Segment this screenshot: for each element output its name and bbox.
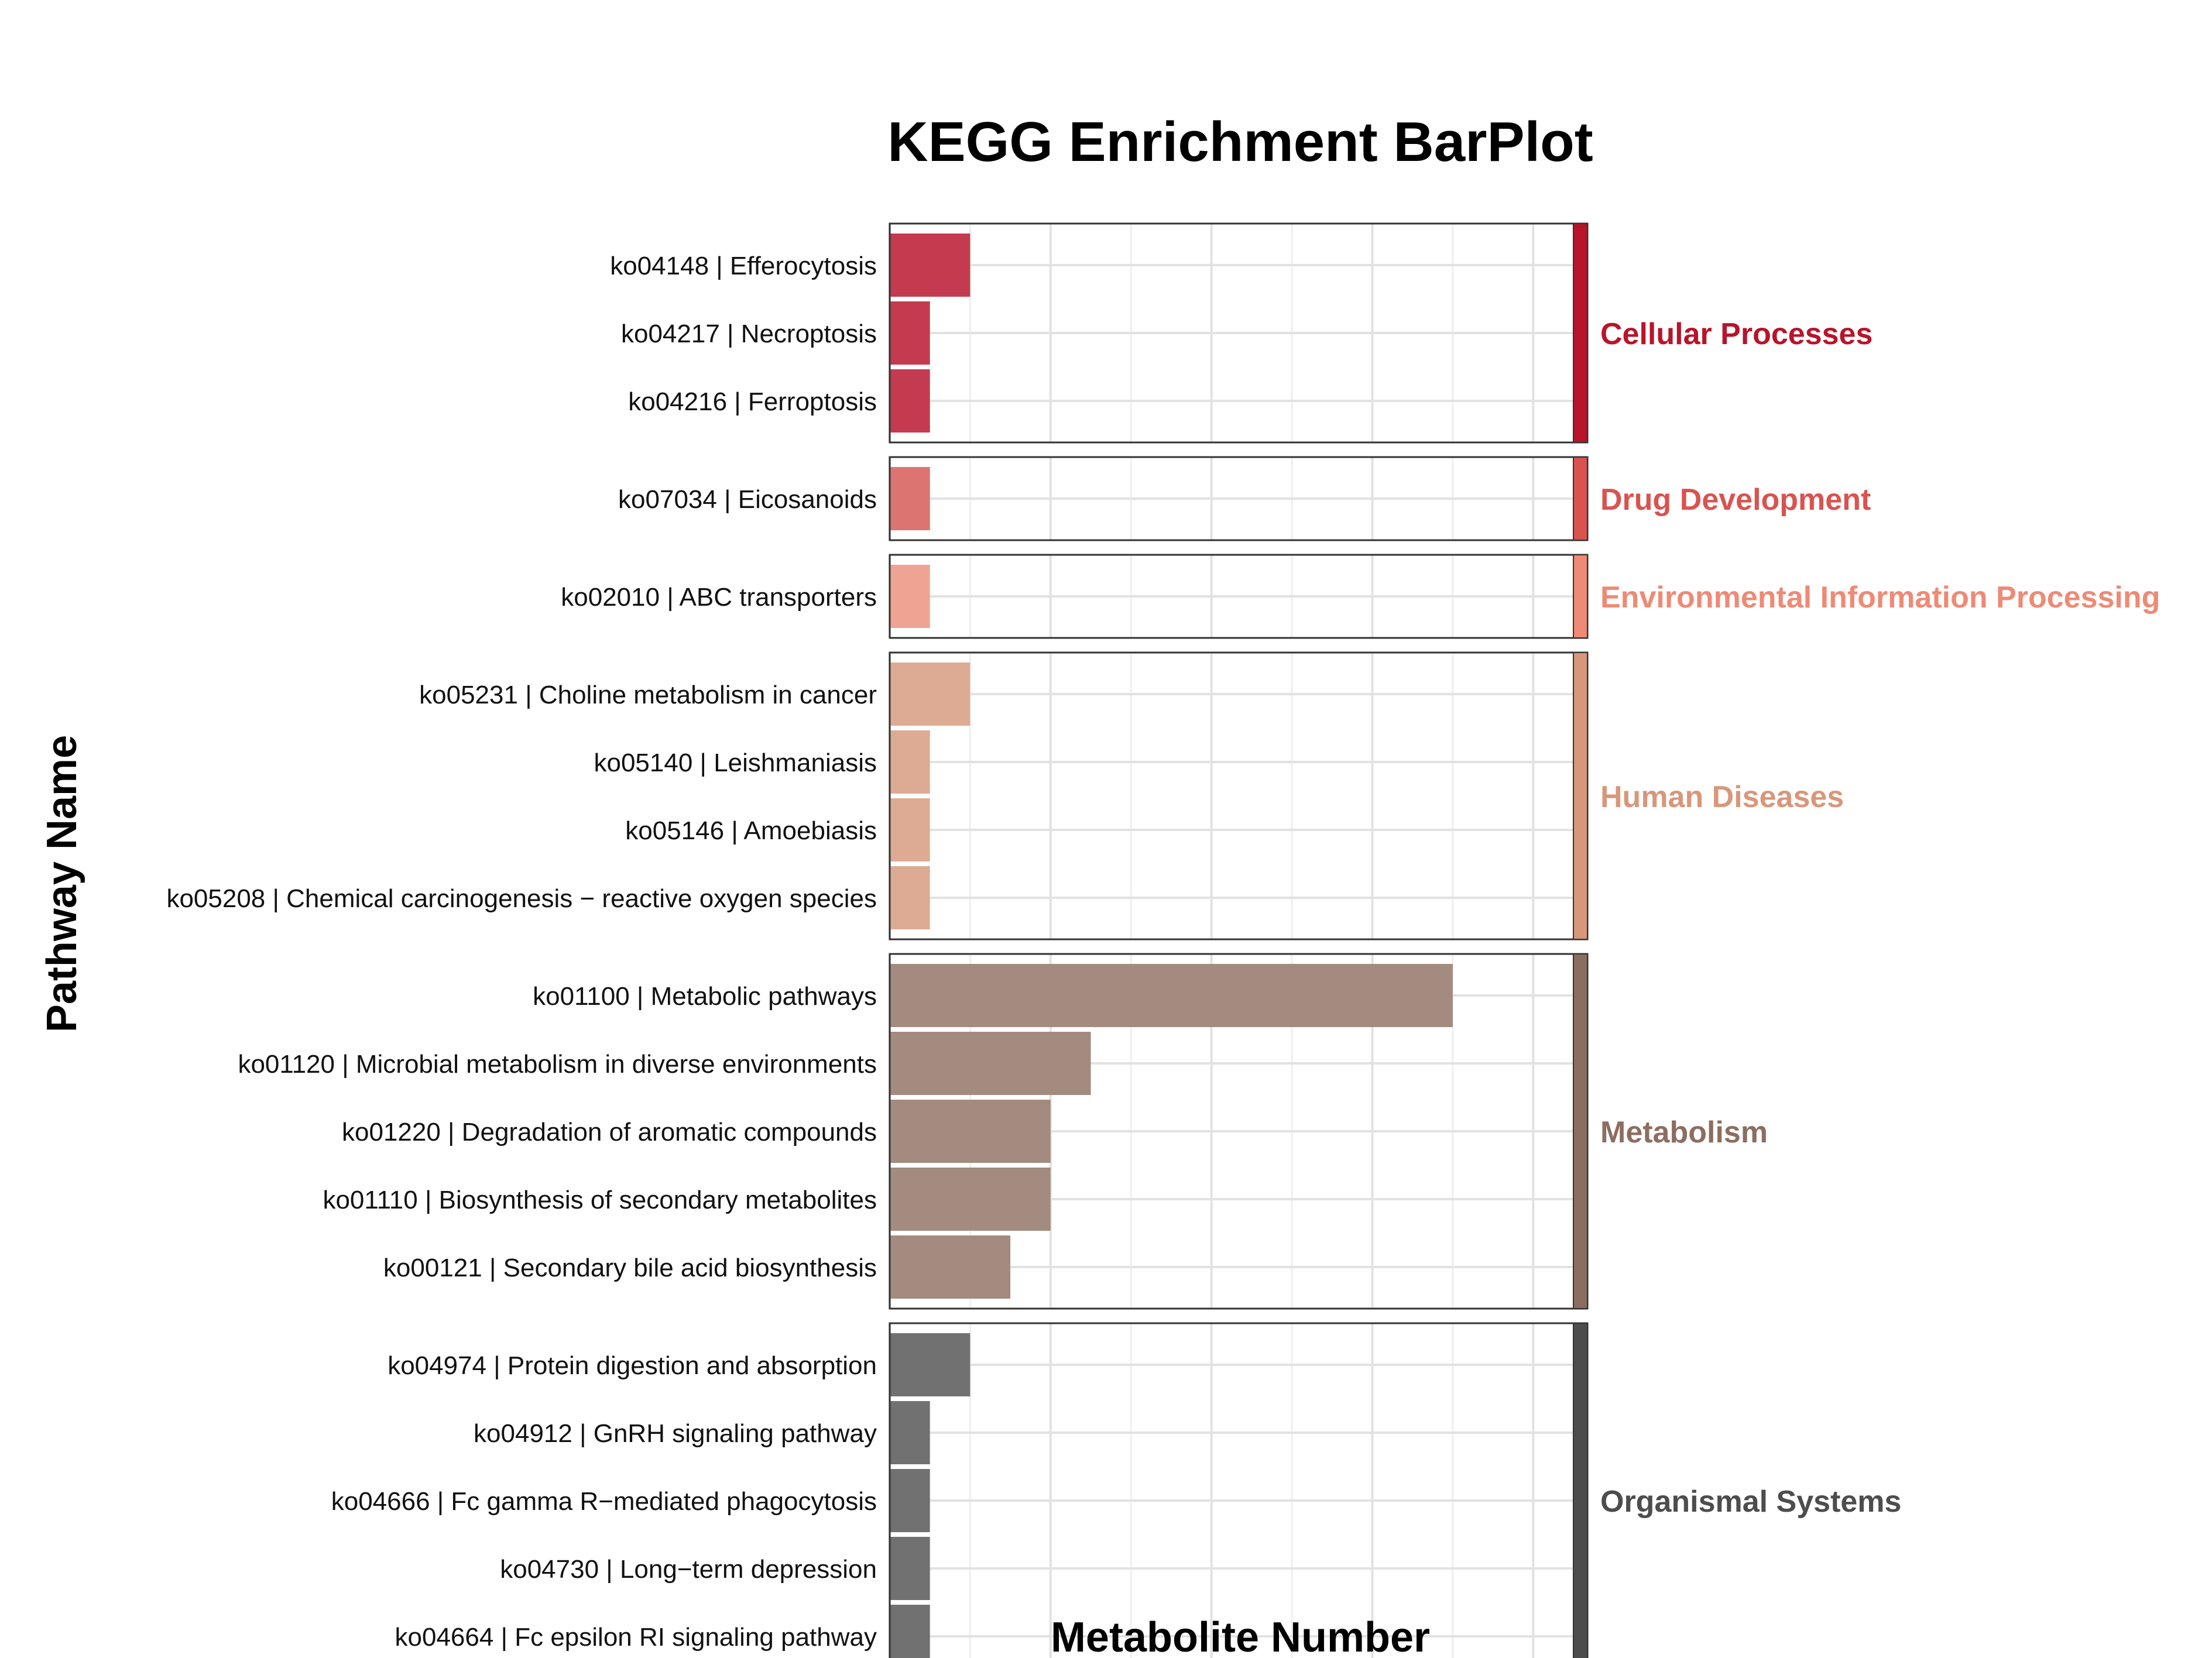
bar: [890, 662, 970, 726]
pathway-label: ko05208 | Chemical carcinogenesis − reac…: [166, 884, 877, 913]
group-label: Cellular Processes: [1600, 317, 1873, 351]
bar: [890, 730, 930, 794]
group-label: Organismal Systems: [1600, 1485, 1901, 1519]
bar: [890, 1235, 1011, 1299]
bar: [890, 798, 930, 861]
group-label: Environmental Information Processing: [1600, 581, 2160, 615]
group-strip: [1573, 652, 1588, 940]
pathway-label: ko04974 | Protein digestion and absorpti…: [387, 1351, 877, 1380]
pathway-label: ko05140 | Leishmaniasis: [594, 749, 877, 777]
group-strip: [1573, 223, 1588, 443]
bar: [890, 1469, 930, 1532]
facet-panel: ko01100 | Metabolic pathways ko01120 | Mi…: [238, 953, 1768, 1310]
pathway-label: ko04148 | Efferocytosis: [610, 252, 877, 280]
pathway-label: ko04217 | Necroptosis: [621, 320, 877, 348]
facet-panel: ko02010 | ABC transporters Environmental …: [561, 554, 2160, 639]
bar: [890, 301, 930, 365]
group-label: Metabolism: [1600, 1115, 1768, 1149]
pathway-label: ko04216 | Ferroptosis: [628, 387, 877, 416]
bar: [890, 866, 930, 929]
y-axis-label: Pathway Name: [39, 735, 85, 1032]
pathway-label: ko07034 | Eicosanoids: [618, 485, 877, 514]
bar: [890, 1032, 1091, 1095]
x-axis-label: Metabolite Number: [1051, 1614, 1430, 1658]
group-strip: [1573, 953, 1588, 1309]
bar: [890, 369, 930, 432]
group-strip: [1573, 1323, 1588, 1658]
bar: [890, 565, 930, 628]
bar: [890, 1100, 1051, 1163]
bar: [890, 467, 930, 530]
pathway-label: ko02010 | ABC transporters: [561, 583, 877, 612]
pathway-label: ko04664 | Fc epsilon RI signaling pathwa…: [395, 1623, 877, 1652]
pathway-label: ko05231 | Choline metabolism in cancer: [419, 681, 877, 709]
panel-border: [889, 1322, 1589, 1658]
group-label: Human Diseases: [1600, 780, 1844, 814]
facet-panel: ko05231 | Choline metabolism in cancer ko…: [166, 651, 1844, 940]
pathway-label: ko04912 | GnRH signaling pathway: [474, 1419, 877, 1448]
pathway-label: ko04666 | Fc gamma R−mediated phagocytos…: [331, 1487, 877, 1516]
pathway-label: ko01120 | Microbial metabolism in divers…: [238, 1050, 877, 1079]
group-strip: [1573, 554, 1588, 639]
pathway-label: ko01110 | Biosynthesis of secondary meta…: [323, 1186, 877, 1214]
group-label: Drug Development: [1600, 483, 1871, 517]
bar: [890, 1401, 930, 1464]
panel-border: [889, 651, 1589, 940]
chart-title: KEGG Enrichment BarPlot: [887, 111, 1593, 173]
facet-panel: ko04148 | Efferocytosis ko04217 | Necropt…: [610, 222, 1873, 444]
bar: [890, 964, 1453, 1027]
bar: [890, 1168, 1051, 1231]
bar: [890, 1333, 970, 1396]
pathway-label: ko01100 | Metabolic pathways: [533, 982, 877, 1011]
pathway-label: ko04730 | Long−term depression: [500, 1555, 877, 1584]
pathway-label: ko05146 | Amoebiasis: [625, 816, 877, 845]
facet-panel: ko04974 | Protein digestion and absorpti…: [331, 1322, 1901, 1658]
bar: [890, 1605, 930, 1658]
pathway-label: ko01220 | Degradation of aromatic compou…: [342, 1118, 877, 1146]
pathway-label: ko00121 | Secondary bile acid biosynthes…: [383, 1254, 877, 1282]
facet-panels: ko04148 | Efferocytosis ko04217 | Necropt…: [166, 222, 2160, 1658]
facet-panel: ko07034 | Eicosanoids Drug Development: [618, 456, 1871, 541]
group-strip: [1573, 456, 1588, 541]
bar: [890, 234, 970, 297]
bar: [890, 1537, 930, 1600]
